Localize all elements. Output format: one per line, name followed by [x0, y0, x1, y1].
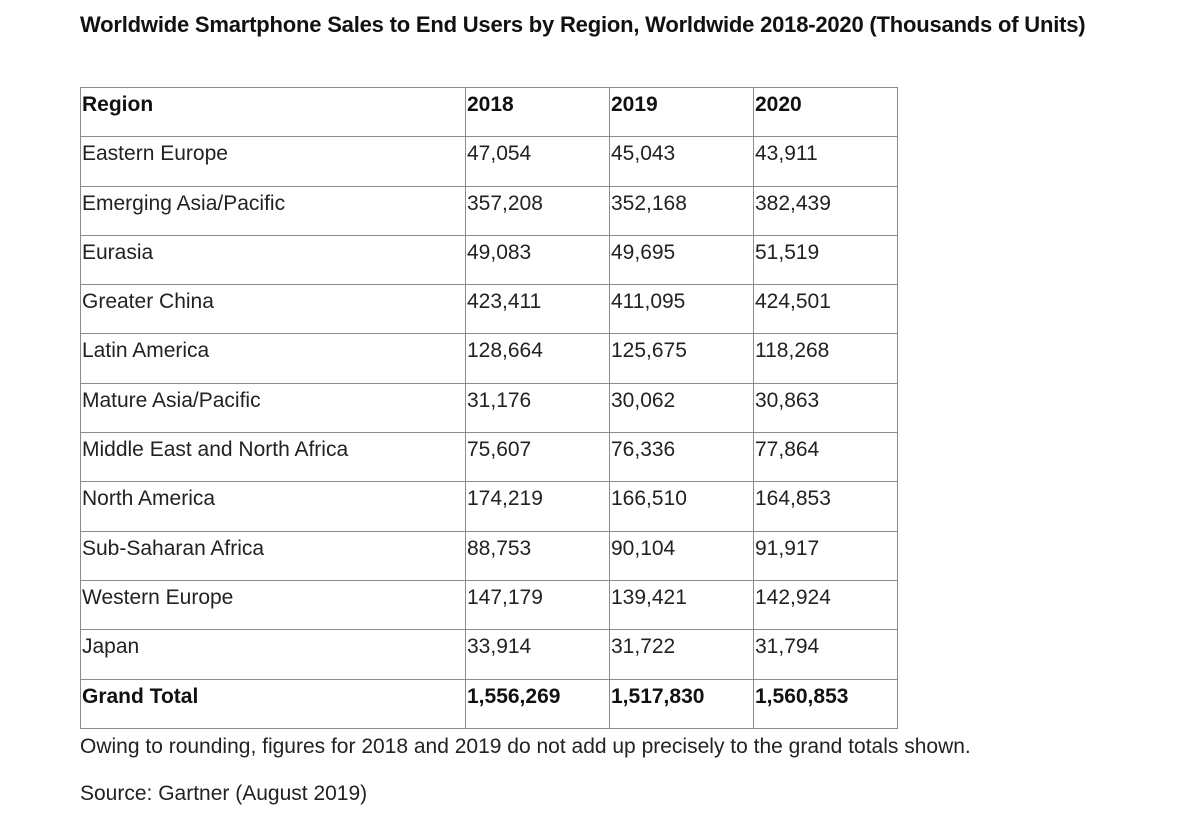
- value-2019: 45,043: [609, 136, 754, 187]
- value-2019: 76,336: [609, 432, 754, 483]
- value-2019: 90,104: [609, 530, 754, 581]
- value-2019: 352,168: [609, 185, 754, 236]
- header-2018: 2018: [465, 86, 610, 138]
- region-cell: Eastern Europe: [80, 136, 466, 187]
- value-2020: 118,268: [753, 333, 898, 384]
- region-cell: Emerging Asia/Pacific: [80, 185, 466, 236]
- region-cell: Sub-Saharan Africa: [80, 530, 466, 581]
- table-row: Greater China 423,411 411,095 424,501: [80, 284, 898, 335]
- value-2018: 147,179: [465, 579, 610, 631]
- table-row: Latin America 128,664 125,675 118,268: [80, 333, 898, 384]
- total-2019: 1,517,830: [609, 678, 754, 729]
- value-2020: 77,864: [753, 432, 898, 483]
- value-2018: 47,054: [465, 136, 610, 187]
- value-2018: 31,176: [465, 382, 610, 434]
- region-cell: Greater China: [80, 284, 466, 335]
- value-2018: 174,219: [465, 481, 610, 532]
- region-cell: Mature Asia/Pacific: [80, 382, 466, 434]
- table-row: Western Europe 147,179 139,421 142,924: [80, 579, 898, 631]
- grand-total-row: Grand Total 1,556,269 1,517,830 1,560,85…: [80, 678, 898, 729]
- value-2019: 411,095: [609, 284, 754, 335]
- value-2018: 75,607: [465, 432, 610, 483]
- region-cell: Japan: [80, 629, 466, 680]
- table-row: Middle East and North Africa 75,607 76,3…: [80, 432, 898, 483]
- table-row: Eastern Europe 47,054 45,043 43,911: [80, 136, 898, 187]
- rounding-note: Owing to rounding, figures for 2018 and …: [80, 735, 971, 758]
- region-cell: Western Europe: [80, 579, 466, 631]
- header-2020: 2020: [753, 86, 898, 138]
- table-row: Mature Asia/Pacific 31,176 30,062 30,863: [80, 382, 898, 434]
- value-2020: 424,501: [753, 284, 898, 335]
- header-2019: 2019: [609, 86, 754, 138]
- table-row: Sub-Saharan Africa 88,753 90,104 91,917: [80, 530, 898, 581]
- value-2019: 125,675: [609, 333, 754, 384]
- grand-total-label: Grand Total: [80, 678, 466, 729]
- value-2018: 128,664: [465, 333, 610, 384]
- value-2020: 382,439: [753, 185, 898, 236]
- table-row: Eurasia 49,083 49,695 51,519: [80, 234, 898, 286]
- source-citation: Source: Gartner (August 2019): [80, 782, 368, 805]
- value-2020: 51,519: [753, 234, 898, 286]
- value-2019: 166,510: [609, 481, 754, 532]
- table-row: North America 174,219 166,510 164,853: [80, 481, 898, 532]
- value-2019: 31,722: [609, 629, 754, 680]
- value-2020: 91,917: [753, 530, 898, 581]
- header-row: Region 2018 2019 2020: [80, 86, 898, 138]
- value-2020: 31,794: [753, 629, 898, 680]
- value-2018: 423,411: [465, 284, 610, 335]
- total-2020: 1,560,853: [753, 678, 898, 729]
- total-2018: 1,556,269: [465, 678, 610, 729]
- header-region: Region: [80, 86, 466, 138]
- table-row: Emerging Asia/Pacific 357,208 352,168 38…: [80, 185, 898, 236]
- value-2018: 33,914: [465, 629, 610, 680]
- value-2018: 88,753: [465, 530, 610, 581]
- value-2019: 30,062: [609, 382, 754, 434]
- table-title: Worldwide Smartphone Sales to End Users …: [80, 12, 1086, 37]
- value-2019: 49,695: [609, 234, 754, 286]
- table-row: Japan 33,914 31,722 31,794: [80, 629, 898, 680]
- value-2018: 49,083: [465, 234, 610, 286]
- value-2019: 139,421: [609, 579, 754, 631]
- value-2020: 43,911: [753, 136, 898, 187]
- sales-table: Region 2018 2019 2020 Eastern Europe 47,…: [80, 86, 898, 729]
- value-2020: 30,863: [753, 382, 898, 434]
- value-2020: 142,924: [753, 579, 898, 631]
- region-cell: Middle East and North Africa: [80, 432, 466, 483]
- region-cell: North America: [80, 481, 466, 532]
- region-cell: Latin America: [80, 333, 466, 384]
- value-2020: 164,853: [753, 481, 898, 532]
- region-cell: Eurasia: [80, 234, 466, 286]
- value-2018: 357,208: [465, 185, 610, 236]
